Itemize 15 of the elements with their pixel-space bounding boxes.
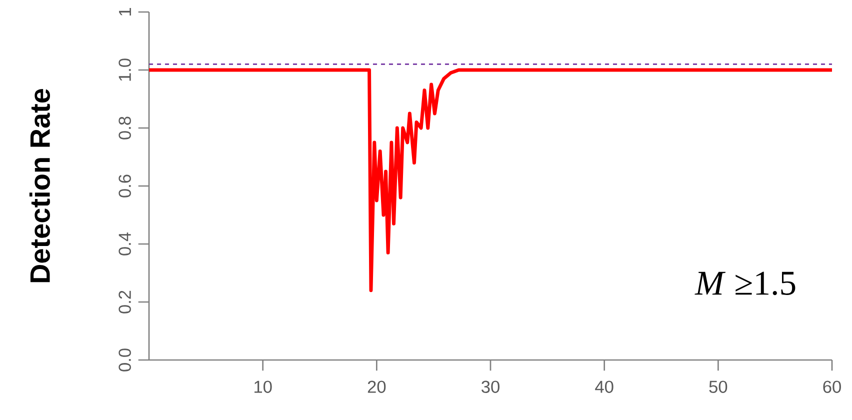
x-tick-label: 20 [368,380,386,393]
y-tick-label: 0.4 [118,232,131,256]
x-tick-label: 30 [482,380,500,393]
y-tick-label: 1 [119,8,131,16]
x-tick-label: 40 [595,380,614,393]
annotation: M ≥1.5 [694,272,796,296]
y-tick-label: 0.6 [118,174,131,198]
x-tick-label: 10 [254,380,272,393]
y-tick-label: 0.0 [118,348,131,372]
x-tick-label: 50 [709,380,728,393]
y-tick-label: 0.8 [118,116,131,140]
y-tick-label: 1.0 [118,58,131,81]
x-tick-label: 60 [823,380,841,393]
y-tick-label: 0.2 [118,290,131,314]
y-axis-title: Detection Rate [29,88,50,282]
